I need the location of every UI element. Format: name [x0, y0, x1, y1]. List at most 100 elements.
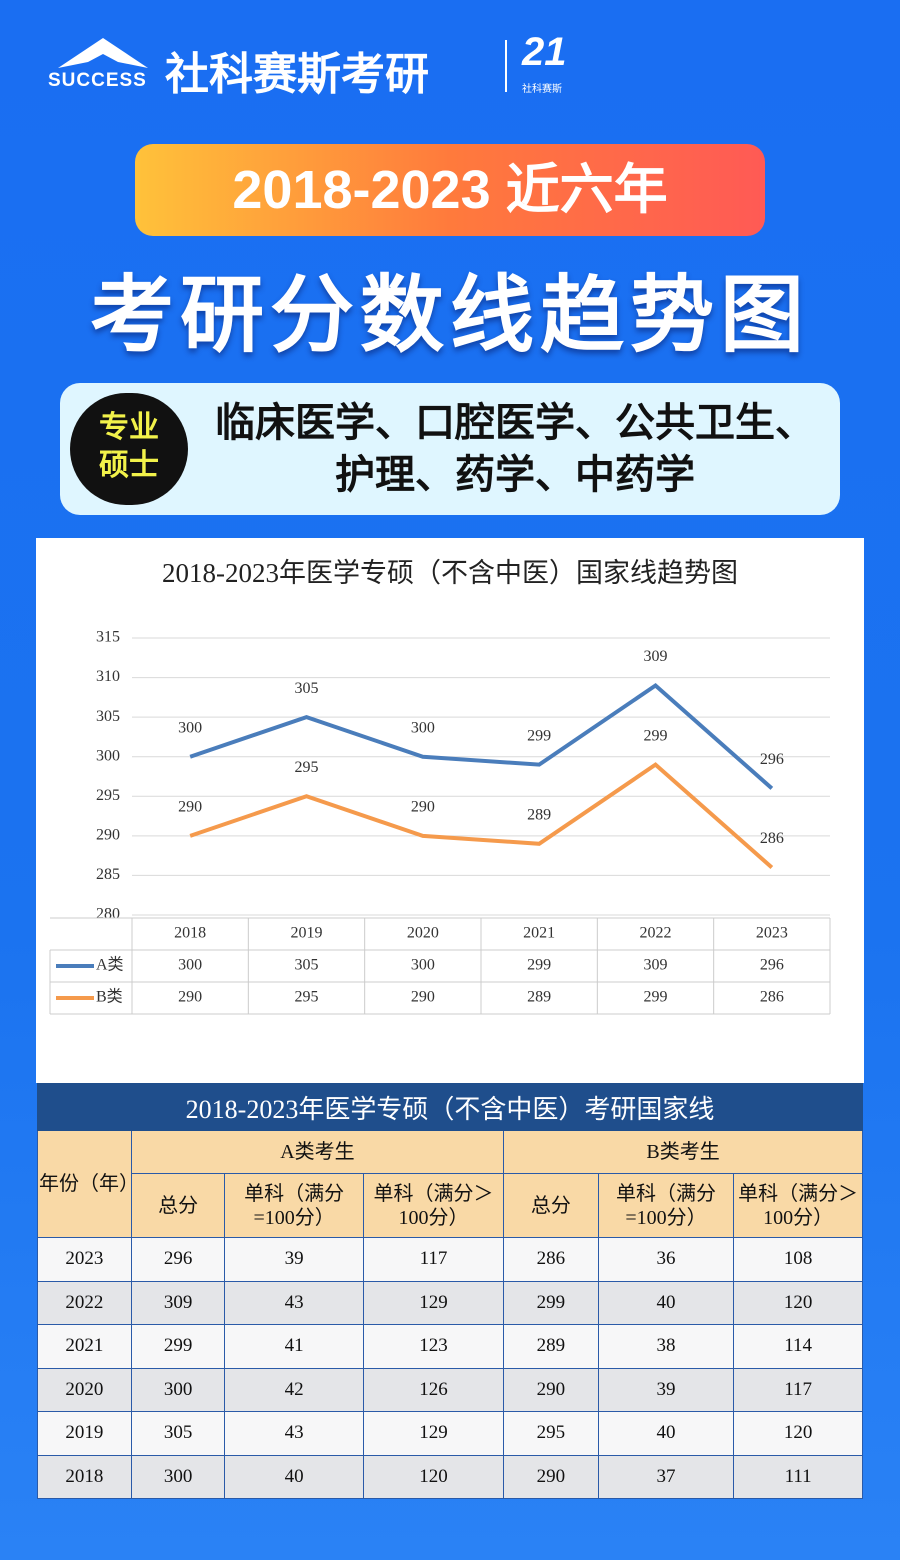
main-title: 考研分数线趋势图	[89, 268, 810, 362]
table-cell: 299	[503, 1280, 599, 1325]
table-cell: 37	[597, 1454, 735, 1499]
data-label: 290	[178, 799, 202, 816]
data-label: 299	[527, 727, 551, 744]
table-cell: 单科（满分=100分）	[224, 1173, 364, 1238]
y-tick-label: 310	[96, 668, 120, 685]
series-line	[189, 682, 774, 790]
table-cell: 129	[362, 1411, 505, 1456]
brand-cn: 社科赛斯考研	[165, 50, 429, 99]
table-value: 300	[411, 957, 435, 974]
x-tick-label: 2022	[640, 925, 672, 942]
table-cell: 120	[733, 1411, 863, 1456]
table-cell: 111	[733, 1454, 863, 1499]
table-cell: 单科（满分＞100分）	[362, 1173, 505, 1238]
table-value: 289	[527, 989, 551, 1006]
table-cell: 2021	[37, 1324, 132, 1369]
table-cell: 305	[130, 1411, 226, 1456]
table-cell: 286	[503, 1237, 599, 1282]
table-cell: 38	[597, 1324, 735, 1369]
table-cell: 290	[503, 1367, 599, 1412]
table: 2018-2023年医学专硕（不含中医）考研国家线 年份（年） A类考生 B类考生 总分…	[37, 1083, 863, 1499]
data-label: 296	[760, 751, 784, 768]
table-value: 299	[527, 957, 551, 974]
y-tick-label: 305	[96, 708, 120, 725]
table-cell: 108	[733, 1237, 863, 1282]
table-cell: 114	[733, 1324, 863, 1369]
table-cell: 123	[362, 1324, 505, 1369]
brand-en: SUCCESS	[48, 70, 147, 91]
y-tick-label: 300	[96, 747, 120, 764]
data-label: 300	[411, 719, 435, 736]
subject-line: 护理、药学、中药学	[335, 452, 695, 497]
table-cell: 总分	[130, 1173, 226, 1238]
table-cell: 单科（满分＞100分）	[733, 1173, 863, 1238]
data-label: 305	[295, 680, 319, 697]
subject-box: 专业硕士 临床医学、口腔医学、公共卫生、 护理、药学、中药学	[60, 383, 840, 515]
table-cell: 40	[597, 1411, 735, 1456]
table-cell: 43	[224, 1411, 364, 1456]
banner: 2018-2023 近六年	[135, 144, 765, 236]
y-tick-label: 285	[96, 866, 120, 883]
x-tick-label: 2020	[407, 925, 439, 942]
table-cell: 40	[597, 1280, 735, 1325]
data-label: 309	[644, 648, 668, 665]
table-value: 286	[760, 989, 784, 1006]
table-value: 299	[644, 989, 668, 1006]
data-label: 299	[644, 727, 668, 744]
x-tick-label: 2018	[174, 925, 206, 942]
data-label: 286	[760, 830, 784, 847]
table-cell: 295	[503, 1411, 599, 1456]
table-row: 2018 300 40 120 290 37 111	[37, 1454, 863, 1499]
y-tick-label: 315	[96, 629, 120, 646]
data-label: 289	[527, 806, 551, 823]
chart-title: 2018-2023年医学专硕（不含中医）国家线趋势图	[162, 558, 738, 588]
x-tick-label: 2019	[291, 925, 323, 942]
table-value: 290	[411, 989, 435, 1006]
table-cell: 42	[224, 1367, 364, 1412]
table-cell: 单科（满分=100分）	[597, 1173, 735, 1238]
table-cell: 290	[503, 1454, 599, 1499]
table-cell: 43	[224, 1280, 364, 1325]
table-cell: 2018-2023年医学专硕（不含中医）考研国家线	[37, 1083, 863, 1131]
table-cell: 309	[130, 1280, 226, 1325]
table-cell: 2022	[37, 1280, 132, 1325]
data-label: 290	[411, 799, 435, 816]
table-value: 295	[295, 989, 319, 1006]
table-cell: B类考生	[503, 1130, 863, 1174]
subjects: 临床医学、口腔医学、公共卫生、 护理、药学、中药学	[195, 397, 835, 501]
table-row: 年份（年） A类考生 B类考生	[37, 1130, 863, 1238]
table-cell: 36	[597, 1237, 735, 1282]
series-line	[189, 762, 774, 870]
tag-line: 硕士	[99, 449, 159, 482]
table-value: 300	[178, 957, 202, 974]
table-row: 2019 305 43 129 295 40 120	[37, 1411, 863, 1456]
table-cell: 120	[362, 1454, 505, 1499]
table-cell: 120	[733, 1280, 863, 1325]
tag: 专业 硕士	[70, 393, 188, 505]
table-cell: 289	[503, 1324, 599, 1369]
table-row: 总分 单科（满分=100分） 单科（满分＞100分） 总分 单科（满分=100分） 单科（…	[38, 1173, 863, 1238]
table-cell: 117	[362, 1237, 505, 1282]
table-row: 2018-2023年医学专硕（不含中医）考研国家线	[37, 1083, 863, 1131]
divider	[505, 40, 507, 92]
score-table: 2018-2023年医学专硕（不含中医）考研国家线 年份（年） A类考生 B类考生 总分…	[37, 1083, 863, 1499]
table-cell: A类考生	[130, 1130, 505, 1174]
table-cell: 2018	[37, 1454, 132, 1499]
table-cell: 296	[130, 1237, 226, 1282]
legend-label: B类	[96, 988, 123, 1006]
table-cell: 300	[130, 1454, 226, 1499]
y-tick-label: 295	[96, 787, 120, 804]
table-value: 305	[295, 957, 319, 974]
logo-caption: 社科赛斯	[522, 84, 562, 95]
tag-line: 专业	[99, 411, 159, 444]
table-cell: 126	[362, 1367, 505, 1412]
table-cell: 2020	[37, 1367, 132, 1412]
y-tick-label: 280	[96, 906, 120, 923]
data-label: 295	[295, 759, 319, 776]
table-cell: 117	[733, 1367, 863, 1412]
subject-line: 临床医学、口腔医学、公共卫生、	[215, 400, 815, 445]
table-value: 296	[760, 957, 784, 974]
table-cell: 300	[130, 1367, 226, 1412]
logo: SUCCESS	[48, 36, 158, 96]
table-value: 290	[178, 989, 202, 1006]
